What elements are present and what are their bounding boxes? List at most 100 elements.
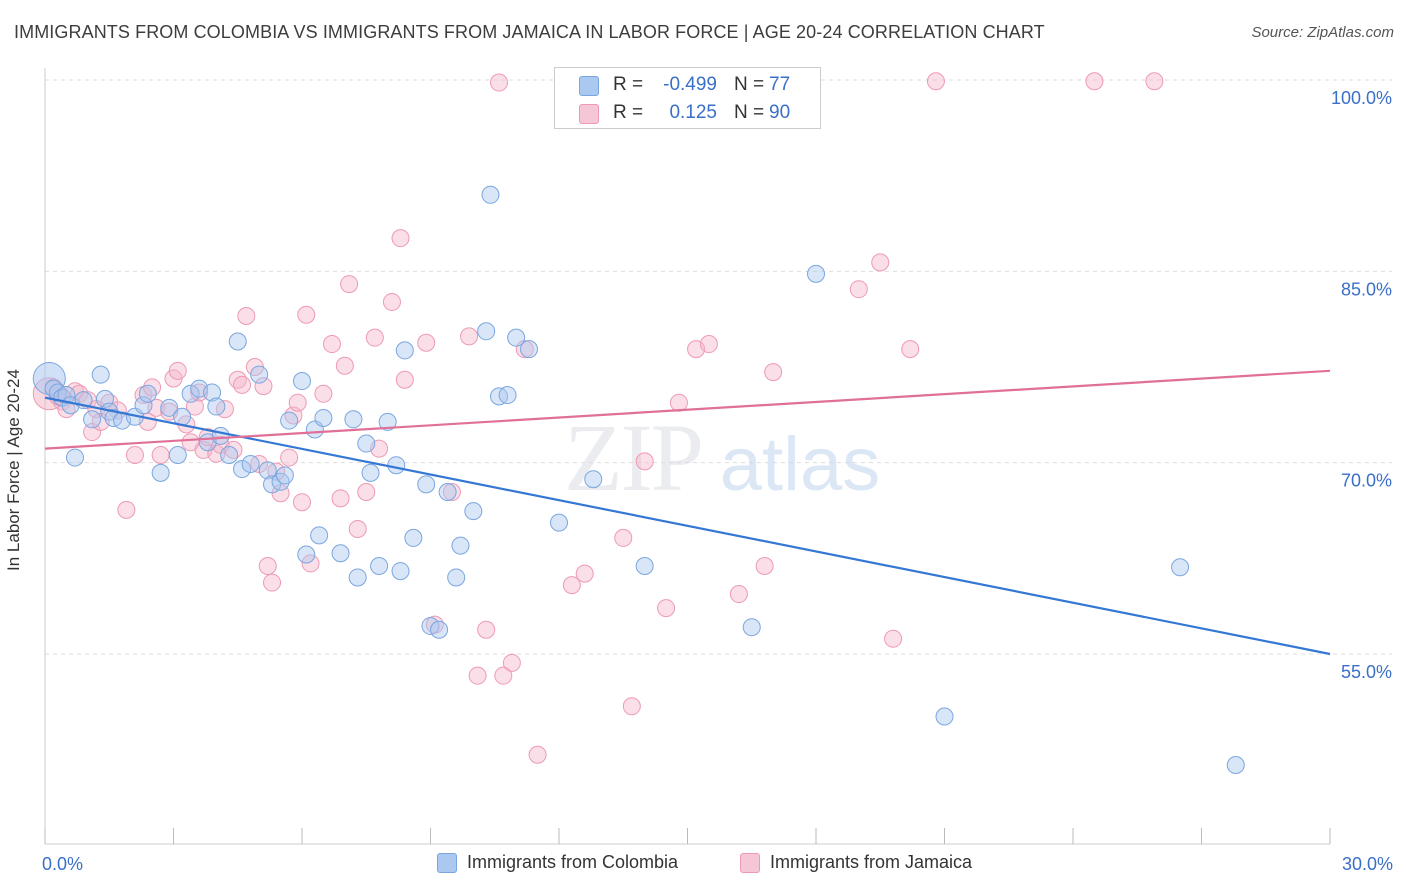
colombia-point	[207, 397, 226, 416]
colombia-point	[293, 372, 311, 391]
colombia-point	[742, 618, 761, 637]
colombia-point	[181, 384, 200, 403]
trend-lines	[44, 369, 1331, 656]
colombia-point	[361, 463, 380, 482]
colombia-point	[83, 410, 102, 429]
jamaica-point	[926, 72, 945, 91]
jamaica-point	[331, 489, 350, 508]
stats-swatch-colombia	[579, 76, 599, 96]
colombia-point	[250, 365, 269, 384]
legend-item-jamaica[interactable]: Immigrants from Jamaica	[740, 852, 972, 873]
colombia-point	[507, 328, 526, 347]
stats-r-value: -0.499	[663, 74, 717, 95]
jamaica-point	[417, 333, 436, 352]
colombia-point	[331, 544, 350, 563]
jamaica-point	[280, 448, 299, 467]
stats-row-colombia: R = -0.499 N = 77	[555, 72, 820, 100]
colombia-point	[344, 410, 363, 429]
jamaica-point	[468, 666, 487, 685]
stats-n-label: N =	[734, 74, 765, 95]
watermark-atlas: atlas	[720, 422, 881, 507]
colombia-point	[1226, 755, 1245, 774]
colombia-point	[91, 365, 110, 384]
colombia-point	[481, 185, 500, 204]
jamaica-point	[849, 280, 868, 299]
stats-r-label: R =	[613, 74, 644, 95]
jamaica-point	[254, 377, 273, 396]
colombia-point	[168, 446, 187, 465]
colombia-point	[57, 386, 76, 405]
stats-row-jamaica: R = 0.125 N = 90	[555, 100, 820, 128]
colombia-point	[348, 568, 367, 587]
jamaica-point	[657, 599, 676, 618]
colombia-point	[241, 454, 260, 473]
jamaica-point	[395, 370, 414, 389]
colombia-point	[550, 513, 568, 532]
y-tick-label: 55.0%	[1341, 662, 1392, 682]
colombia-point	[417, 475, 436, 494]
x-tick-label: 0.0%	[42, 854, 83, 874]
stats-n-value: 90	[769, 102, 791, 123]
jamaica-point	[460, 327, 479, 346]
colombia-point	[391, 562, 410, 581]
legend-label-jamaica: Immigrants from Jamaica	[770, 852, 973, 872]
jamaica-point	[442, 483, 461, 502]
jamaica-point	[669, 393, 688, 412]
jamaica-point	[477, 620, 496, 639]
jamaica-point	[635, 452, 654, 471]
legend-item-colombia[interactable]: Immigrants from Colombia	[437, 852, 678, 873]
colombia-point	[635, 556, 654, 575]
colombia-point	[438, 483, 457, 502]
colombia-point	[1171, 558, 1190, 577]
colombia-point	[464, 502, 483, 521]
axes	[44, 68, 1331, 845]
jamaica-point	[293, 493, 311, 512]
jamaica-point	[494, 666, 513, 685]
legend: Immigrants from Colombia Immigrants from…	[0, 852, 1406, 878]
jamaica-point	[335, 356, 354, 375]
colombia-point	[160, 398, 179, 417]
jamaica-point	[528, 745, 547, 764]
jamaica-point	[348, 519, 367, 538]
colombia-point	[220, 446, 239, 465]
jamaica-point	[391, 229, 410, 248]
colombia-point	[203, 383, 222, 402]
jamaica-point	[729, 585, 748, 604]
stats-n-value: 77	[769, 74, 791, 95]
y-tick-label: 70.0%	[1341, 471, 1392, 491]
colombia-point	[387, 456, 406, 475]
trend-line-jamaica	[44, 369, 1331, 450]
jamaica-point	[1085, 72, 1104, 91]
jamaica-point	[301, 554, 320, 573]
tick-labels: 55.0% 70.0% 85.0% 100.0% 0.0% 30.0%	[42, 88, 1393, 874]
watermark: ZIP atlas	[564, 404, 880, 511]
jamaica-point	[365, 328, 384, 347]
jamaica-point	[151, 446, 170, 465]
gridlines	[45, 79, 1392, 655]
colombia-point	[404, 528, 423, 547]
colombia-point	[228, 332, 247, 351]
colombia-point	[451, 536, 470, 555]
colombia-point	[370, 556, 389, 575]
jamaica-point	[562, 576, 581, 595]
jamaica-point	[125, 446, 144, 465]
colombia-point	[134, 396, 153, 415]
legend-swatch-jamaica	[740, 852, 760, 873]
correlation-stats-box: R = -0.499 N = 77 R = 0.125 N = 90	[554, 67, 821, 129]
jamaica-point	[871, 253, 890, 272]
jamaica-point	[233, 375, 252, 394]
legend-label-colombia: Immigrants from Colombia	[467, 852, 679, 872]
jamaica-point	[297, 305, 316, 324]
colombia-point	[395, 341, 414, 360]
stats-n-label: N =	[734, 102, 765, 123]
jamaica-point	[237, 306, 256, 325]
watermark-zip: ZIP	[564, 404, 702, 511]
jamaica-point	[117, 500, 136, 519]
colombia-point	[935, 707, 954, 726]
jamaica-point	[614, 528, 633, 547]
jamaica-point	[322, 335, 341, 354]
colombia-point	[498, 386, 517, 405]
colombia-point	[447, 568, 466, 587]
jamaica-point	[575, 564, 594, 583]
